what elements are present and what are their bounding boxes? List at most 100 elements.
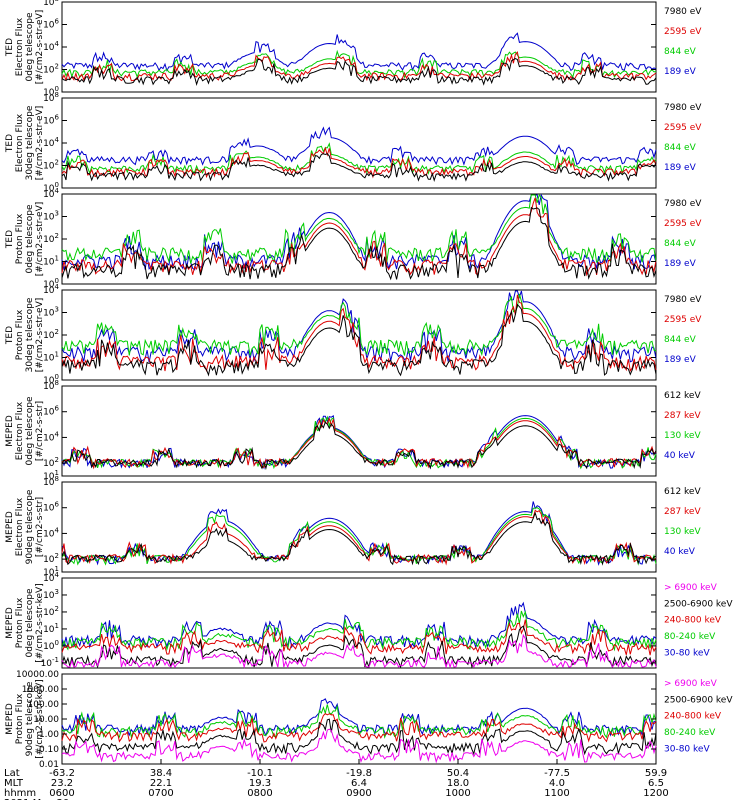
series-240-800-kev [61,619,657,656]
legend-entry: 7980 eV [664,199,702,209]
y-tick-label: 102 [43,63,59,76]
y-tick-label: 10000.00 [16,670,59,680]
y-tick-label: 106 [43,18,59,31]
y-tick-label: 1000.00 [22,685,59,695]
y-tick-label: 103 [43,306,59,319]
y-tick-label: 1.00 [39,730,59,740]
y-tick-label: 108 [43,475,59,488]
legend-entry: 612 keV [664,391,701,401]
series-line [61,146,657,179]
series-189-ev [61,193,657,271]
x-tick-label-hhmm: 0700 [148,788,173,799]
series-612-kev [61,511,657,566]
series-844-ev [61,142,657,175]
time-axis-row-label: hhmm [4,788,36,799]
x-tick-label-lat: -77.5 [544,768,570,779]
series-line [61,293,657,357]
legend-entry: 287 keV [664,411,701,421]
series-line [61,193,657,271]
legend-entry: 287 keV [664,507,701,517]
legend-entry: 30-80 keV [664,648,710,658]
x-tick-label-lat: 50.4 [447,768,469,779]
series-844-ev [61,49,657,79]
panel-8: 0.01 0.10 1.00 10.00 100.00 1000.00 10000.00ME… [5,670,733,770]
x-tick-label-mlt: 23.2 [51,778,73,789]
series-line [61,153,657,183]
series-189-ev [61,126,657,166]
legend-entry: > 6900 keV [664,679,718,689]
series-7980-ev [61,303,657,377]
legend-entry: 2500-6900 keV [664,599,733,609]
y-tick-label: 104 [43,430,59,443]
series-line [61,303,657,377]
panel-1: 100 102 104 106 108 TEDElectron Flux0deg tele… [5,0,702,98]
y-axis-label: TEDProton Flux0deg telescope[#/cm2-s-str… [5,202,45,277]
y-tick-label: 100 [43,373,59,386]
series-240-800-kev [61,712,657,743]
y-tick-label: 106 [43,405,59,418]
y-tick-label: 101 [43,622,59,635]
legend-entry: 844 eV [664,143,697,153]
legend-entry: 7980 eV [664,7,702,17]
legend-entry: 2595 eV [664,315,702,325]
series-line [61,206,657,281]
legend-entry: 240-800 keV [664,616,722,626]
series-line [61,49,657,79]
y-tick-label: 102 [43,456,59,469]
series-2595-ev [61,197,657,277]
legend-entry: 40 keV [664,547,696,557]
y-tick-label: 100 [43,639,59,652]
series-844-ev [61,293,657,357]
legend-entry: 189 eV [664,355,697,365]
panel-frame [61,289,657,381]
legend-entry: 189 eV [664,259,697,269]
y-tick-label: 0.10 [39,745,59,755]
y-tick-label: 108 [43,0,59,8]
legend-entry: 2595 eV [664,219,702,229]
series-line [61,290,657,363]
legend-entry: 40 keV [664,451,696,461]
x-tick-label-hhmm: 0900 [346,788,371,799]
legend-entry: 189 eV [664,163,697,173]
x-tick-label-hhmm: 0800 [247,788,272,799]
series-2500-6900-kev [61,625,657,669]
y-tick-label: 101 [43,255,59,268]
date-label: 2021 May 30 [4,798,69,800]
y-axis-label: MEPEDElectron Flux0deg telescope[#/cm2-s… [5,396,45,466]
legend-entry: 30-80 keV [664,744,710,754]
series-line [61,51,657,82]
x-tick-label-mlt: 4.0 [549,778,565,789]
series-line [61,415,657,470]
x-tick-label-mlt: 18.0 [447,778,469,789]
x-tick-label-lat: 38.4 [150,768,172,779]
y-tick-label: 101 [43,351,59,364]
x-tick-label-hhmm: 0600 [49,788,74,799]
y-tick-label: 102 [43,552,59,565]
legend-entry: 2595 eV [664,123,702,133]
legend-entry: 80-240 keV [664,728,716,738]
series-line [61,633,657,669]
y-tick-label: 100.00 [28,700,60,710]
y-axis-label: TEDElectron Flux30deg telescope[#/cm2-s-… [5,105,45,180]
x-tick-label-hhmm: 1000 [445,788,470,799]
x-tick-label-mlt: 6.4 [351,778,367,789]
series-7980-ev [61,206,657,281]
legend-entry: 240-800 keV [664,712,722,722]
y-tick-label: 100 [43,85,59,98]
y-axis-label: MEPEDProton Flux0deg telescope[#/cm2-s-s… [5,583,45,662]
legend-entry: 189 eV [664,67,697,77]
panel-3: 100 101 102 103 104 TEDProton Flux0deg telesc… [5,187,702,290]
x-tick-label-lat: -10.1 [247,768,273,779]
panel-frame [61,97,657,189]
y-tick-label: 103 [43,588,59,601]
y-tick-label: 101 [43,565,59,578]
y-tick-label: 102 [43,328,59,341]
y-tick-label: 106 [43,501,59,514]
series-2595-ev [61,146,657,179]
series-287-kev [61,417,657,470]
